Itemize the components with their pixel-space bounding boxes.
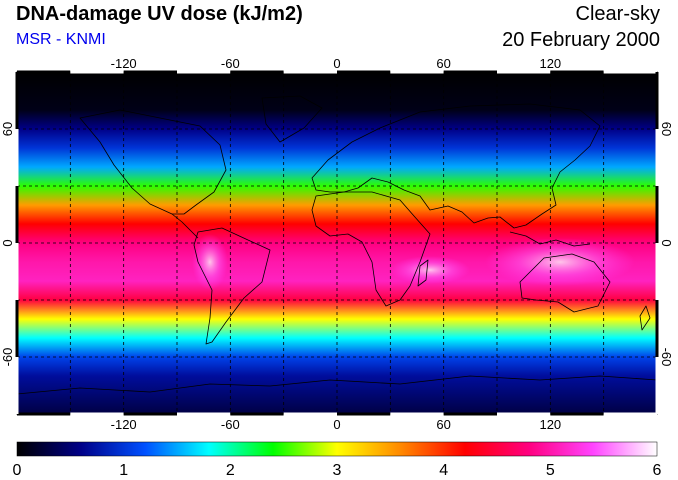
colorbar-tick-label: 1 (119, 462, 128, 479)
sky-condition-label: Clear-sky (575, 3, 660, 25)
map-frame-segments (15, 70, 659, 416)
lon-tick-label-top: -60 (221, 56, 240, 71)
lon-tick-label-bottom: 120 (539, 417, 561, 432)
lon-tick-label-bottom: 0 (333, 417, 340, 432)
colorbar-tick-labels: 0 1 2 3 4 5 6 (13, 462, 662, 479)
coastline-australia (519, 253, 611, 313)
lon-tick-label-top: 60 (436, 56, 450, 71)
coastline-madagascar (417, 259, 429, 287)
lon-tick-label-bottom: -120 (111, 417, 137, 432)
coastline-antarctica (17, 375, 657, 395)
graticule (17, 72, 657, 414)
coastlines (17, 95, 657, 395)
lat-tick-label-right: 60 (659, 122, 674, 136)
map-area (17, 72, 657, 414)
colorbar (16, 441, 658, 457)
lat-tick-label-left: 0 (0, 239, 15, 246)
lon-tick-label-bottom: 60 (436, 417, 450, 432)
lat-tick-label-left: 60 (0, 122, 15, 136)
colorbar-tick-label: 6 (653, 462, 662, 479)
uv-maximum-southern-africa (390, 256, 470, 284)
coastline-new-zealand (639, 305, 651, 331)
coastline-maritime-asia (509, 231, 591, 247)
axis-tick-labels: -120 -120 -60 -60 0 0 60 60 120 120 60 60 0 0 -60 -60 (0, 56, 674, 432)
uv-maximum-andes (192, 234, 228, 290)
lat-tick-label-left: -60 (0, 348, 15, 367)
coastline-north-america (79, 109, 227, 215)
lon-tick-label-bottom: -60 (221, 417, 240, 432)
colorbar-tick-label: 3 (333, 462, 342, 479)
lat-tick-label-right: 0 (659, 239, 674, 246)
source-label: MSR - KNMI (16, 31, 106, 48)
coastline-africa (311, 191, 431, 307)
colorbar-tick-label: 5 (546, 462, 555, 479)
date-label: 20 February 2000 (502, 29, 660, 51)
colorbar-tick-label: 2 (226, 462, 235, 479)
colorbar-tick-label: 4 (439, 462, 448, 479)
coastline-greenland (261, 95, 323, 143)
colorbar-tick-label: 0 (13, 462, 22, 479)
lon-tick-label-top: -120 (111, 56, 137, 71)
uv-maximum-australasia (485, 238, 635, 286)
coastline-eurasia (311, 103, 601, 229)
map-title: DNA-damage UV dose (kJ/m2) (16, 3, 303, 25)
lon-tick-label-top: 0 (333, 56, 340, 71)
lat-tick-label-right: -60 (659, 348, 674, 367)
lon-tick-label-top: 120 (539, 56, 561, 71)
coastline-south-america (193, 227, 271, 345)
